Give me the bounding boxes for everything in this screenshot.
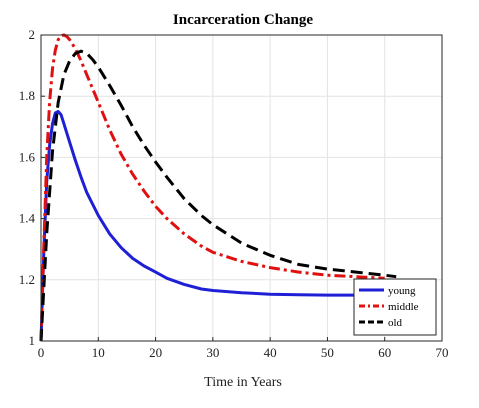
series-line-old [39, 49, 397, 342]
series-lines [39, 33, 397, 342]
x-axis-label: Time in Years [204, 375, 282, 390]
series-line-middle [39, 33, 385, 342]
series-line-young [39, 110, 357, 342]
x-tick-label: 70 [436, 345, 449, 360]
chart-title: Incarceration Change [173, 12, 313, 28]
x-tick-label: 30 [206, 345, 219, 360]
legend-box [353, 278, 437, 336]
y-tick-label: 1.4 [19, 211, 36, 226]
x-tick-label: 20 [149, 345, 162, 360]
y-tick-label: 1.2 [19, 272, 35, 287]
axis-ticks: 0 10 20 30 40 50 60 70 1 1.2 1.4 1.6 1.8 2 [19, 27, 449, 360]
legend-label-middle: middle [388, 301, 419, 313]
x-tick-label: 60 [378, 345, 391, 360]
y-tick-label: 1.8 [19, 88, 35, 103]
plot-frame [40, 34, 443, 342]
x-tick-label: 10 [92, 345, 105, 360]
x-tick-label: 0 [38, 345, 45, 360]
legend-label-young: young [388, 285, 416, 297]
y-tick-label: 1.6 [19, 149, 36, 164]
x-tick-label: 40 [264, 345, 277, 360]
legend-label-old: old [388, 317, 403, 329]
y-tick-label: 2 [29, 27, 36, 42]
x-tick-label: 50 [321, 345, 334, 360]
y-tick-label: 1 [29, 333, 36, 348]
legend: young middle old [353, 278, 437, 336]
